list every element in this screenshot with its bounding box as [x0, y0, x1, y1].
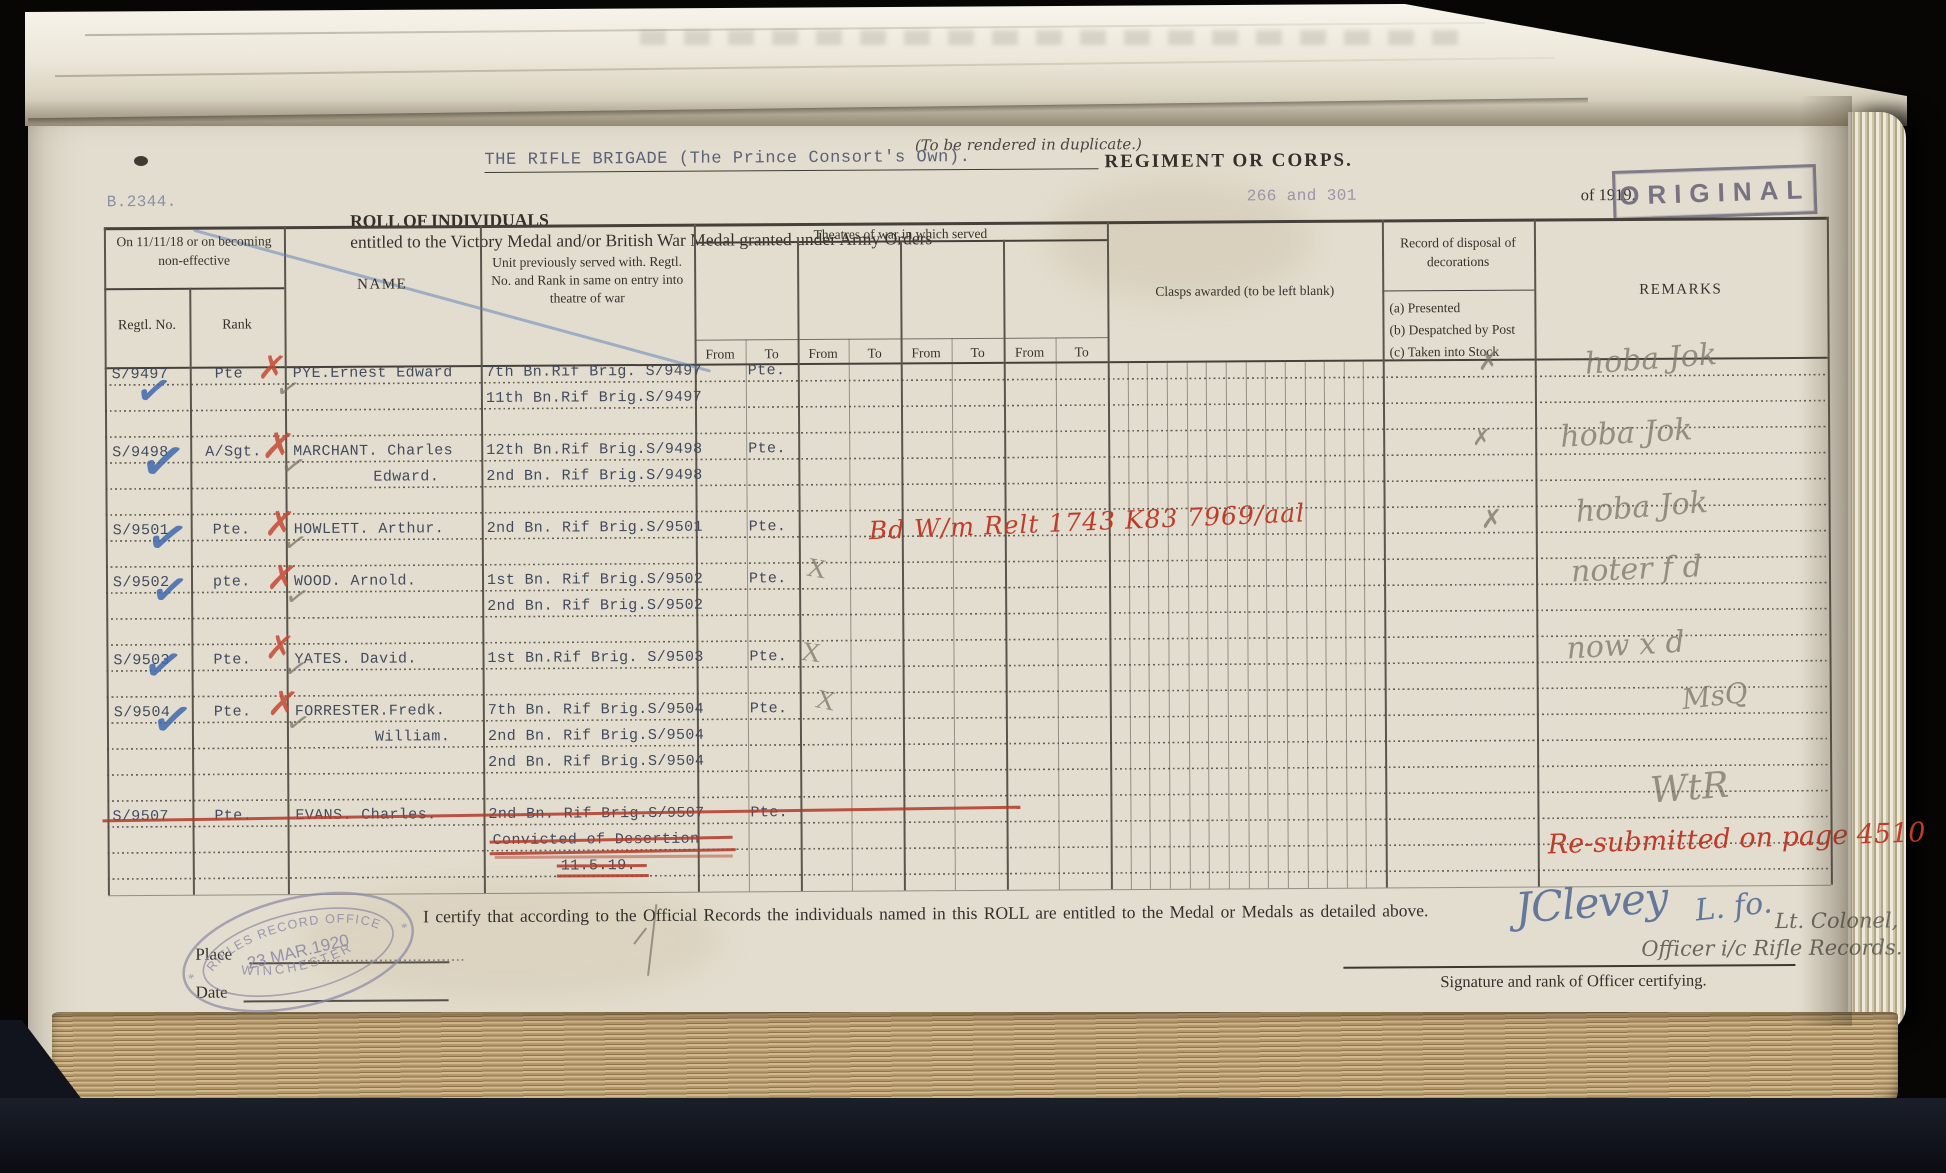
- rank-struck: Pte.: [214, 807, 253, 825]
- unit-line: 2nd Bn. Rif Brig.S/9498: [486, 466, 703, 485]
- pencil-x-mark: X: [799, 635, 823, 669]
- name-line2: Edward.: [373, 468, 440, 486]
- col-header-from: From: [911, 345, 941, 361]
- pencil-cross-mark: ✗: [1477, 346, 1500, 376]
- entry-rank: Pte.: [748, 440, 786, 458]
- unit-line: 1st Bn. Rif Brig.S/9502: [486, 570, 704, 589]
- col-header-unit: Unit previously served with. Regtl. No. …: [491, 253, 684, 306]
- bleed-through-text: [640, 30, 1460, 45]
- unit-line: 2nd Bn. Rif Brig.S/9501: [486, 518, 703, 537]
- rifles-record-office-stamp: RIFLES RECORD OFFICE WINCHESTER 23 MAR.1…: [162, 863, 434, 1042]
- pencil-x-mark: X: [804, 551, 829, 585]
- col-header-rank: Rank: [222, 317, 252, 333]
- col-header-from: From: [1014, 344, 1045, 360]
- form-number: B.2344.: [106, 192, 177, 212]
- col-header-to: To: [1074, 344, 1089, 360]
- entry-rank: Pte.: [748, 570, 787, 588]
- unit-line: 7th Bn. Rif Brig.S/9504: [487, 700, 705, 719]
- regiment-or-corps-label: REGIMENT OR CORPS.: [1104, 149, 1353, 173]
- army-orders-numbers: 266 and 301: [1246, 186, 1357, 206]
- rank: Pte.: [213, 651, 252, 669]
- pencil-squiggle: [633, 927, 648, 945]
- pencil-initials: WtR: [1648, 764, 1731, 812]
- col-header-to: To: [867, 345, 882, 361]
- blue-check-mark: ✓: [138, 636, 187, 695]
- blue-check-mark: ✓: [141, 507, 193, 569]
- remark-pencil: noter f d: [1570, 549, 1703, 590]
- unit-line: 2nd Bn. Rif Brig.S/9504: [487, 726, 705, 745]
- pencil-x-mark: X: [813, 683, 839, 717]
- remark-pencil: hoba Jok: [1559, 412, 1694, 455]
- red-ink-annotation: Bd W/m Relt 1743 K83 7969/aal: [868, 498, 1306, 546]
- officer-signature: JClevey: [1513, 872, 1670, 933]
- signature-line: [1343, 963, 1796, 969]
- disposal-option-b: (b) Despatched by Post: [1389, 321, 1516, 338]
- svg-text:*: *: [400, 919, 410, 935]
- rank: Pte.: [212, 521, 251, 539]
- blue-check-mark: ✓: [135, 428, 191, 496]
- rank: Pte: [214, 365, 244, 383]
- certification-text: I certify that according to the Official…: [423, 900, 1429, 927]
- entry-rank-struck: Pte.: [750, 804, 789, 822]
- name: HOWLETT. Arthur.: [293, 520, 445, 539]
- pencil-cross-mark: ✗: [1480, 504, 1503, 534]
- unit-line: 11th Bn.Rif Brig.S/9497: [485, 388, 703, 407]
- resubmitted-note: Re-submitted on page 4510: [1547, 817, 1926, 861]
- col-header-name: NAME: [357, 276, 408, 293]
- blue-check-mark: ✓: [147, 690, 197, 750]
- disposal-option-c: (c) Taken into Stock: [1389, 343, 1500, 360]
- remark-pencil: MsQ: [1680, 675, 1750, 717]
- name: YATES. David.: [294, 650, 417, 669]
- officer-signature-suffix: L. fo.: [1693, 885, 1774, 929]
- entry-rank: Pte.: [749, 648, 788, 666]
- name: FORRESTER.Fredk.: [294, 702, 446, 721]
- page-edges-right: [1848, 112, 1906, 1032]
- table-grid: [0, 0, 1943, 897]
- binding-hole: [134, 156, 148, 166]
- rank: pte.: [212, 573, 251, 591]
- unit-line: 7th Bn.Rif Brig. S/9497: [485, 362, 703, 381]
- page-curve-shadow: [1800, 96, 1852, 1026]
- signature-office: Officer i/c Rifle Records.: [1641, 935, 1903, 961]
- book-cover-bottom: [0, 1098, 1946, 1173]
- pencil-cross-mark: ✗: [1472, 424, 1491, 450]
- col-header-regtl-no: Regtl. No.: [117, 317, 176, 334]
- name-line2: William.: [374, 728, 451, 746]
- svg-text:*: *: [187, 970, 197, 986]
- entry-rank: Pte.: [749, 700, 788, 718]
- blue-check-mark: ✓: [131, 365, 176, 419]
- col-header-theatres: Theatres of war in which served: [813, 225, 988, 242]
- signature-caption: Signature and rank of Officer certifying…: [1440, 970, 1707, 992]
- blue-check-mark: ✓: [147, 563, 192, 618]
- name: PYE.Ernest Edward: [292, 364, 453, 383]
- col-header-from: From: [808, 345, 838, 362]
- col-header-remarks: REMARKS: [1639, 281, 1723, 298]
- rank: A/Sgt.: [205, 443, 262, 461]
- remark-pencil: now x d: [1565, 624, 1686, 667]
- unit-line: 1st Bn.Rif Brig. S/9503: [487, 648, 704, 667]
- unit-line: 2nd Bn. Rif Brig.S/9504: [488, 752, 705, 771]
- regiment-name: THE RIFLE BRIGADE (The Prince Consort's …: [484, 147, 1099, 173]
- regtl-no-struck: S/9507: [112, 807, 169, 826]
- col-header-clasps: Clasps awarded (to be left blank): [1155, 282, 1335, 299]
- disposal-option-a: (a) Presented: [1389, 300, 1461, 316]
- unit-line: 12th Bn.Rif Brig.S/9498: [486, 440, 703, 459]
- col-header-disposal: Record of disposal of decorations: [1400, 234, 1516, 270]
- remark-pencil: hoba Jok: [1574, 484, 1710, 530]
- col-header-non-effective: On 11/11/18 or on becoming non-effective: [116, 233, 272, 268]
- red-strike-line: [556, 864, 647, 868]
- unit-line: 2nd Bn. Rif Brig.S/9502: [487, 596, 704, 615]
- entry-rank: Pte.: [747, 362, 786, 380]
- rank: Pte.: [213, 703, 252, 721]
- col-header-to: To: [970, 344, 985, 361]
- name: MARCHANT. Charles: [293, 442, 454, 461]
- original-stamp: ORIGINAL: [1611, 164, 1818, 221]
- paper-stain: [300, 880, 720, 1000]
- col-header-from: From: [705, 346, 735, 362]
- name: WOOD. Arnold.: [293, 572, 417, 591]
- entry-rank: Pte.: [748, 518, 787, 536]
